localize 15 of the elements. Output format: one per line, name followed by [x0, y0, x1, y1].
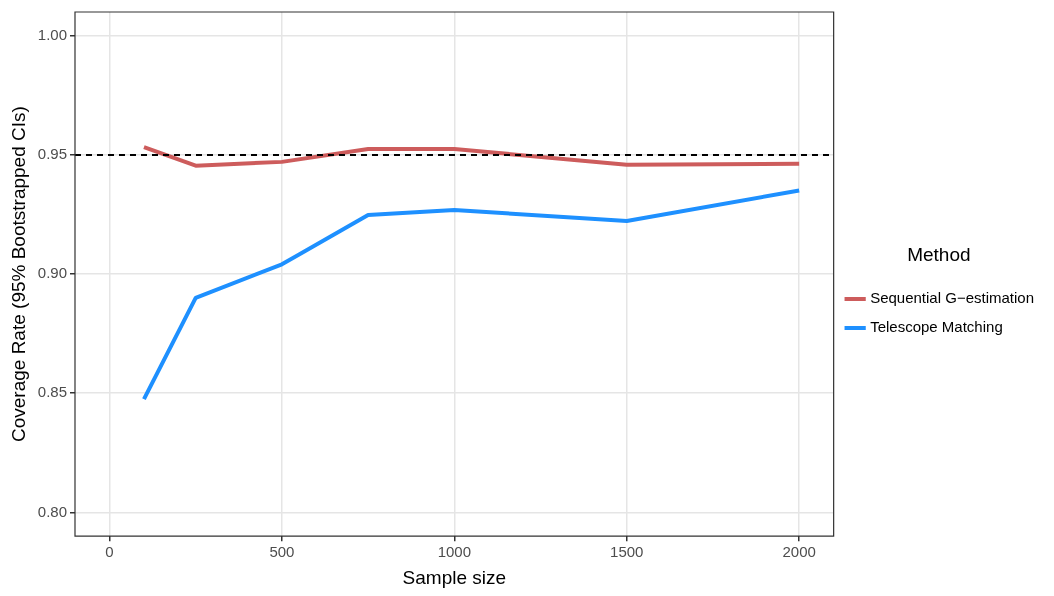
x-tick-label: 500 — [269, 543, 295, 561]
x-tick-label: 1000 — [437, 543, 472, 561]
y-tick-label: 0.85 — [37, 383, 67, 401]
y-tick-label: 0.80 — [37, 502, 67, 520]
x-tick-label: 0 — [105, 543, 114, 561]
y-tick-label: 0.90 — [37, 264, 67, 282]
legend-title: Method — [907, 244, 971, 266]
y-tick-label: 0.95 — [37, 145, 67, 163]
y-axis-title: Coverage Rate (95% Bootstrapped CIs) — [7, 106, 29, 443]
x-axis-title: Sample size — [402, 566, 507, 588]
legend-label: Telescope Matching — [870, 318, 1003, 336]
x-tick-label: 2000 — [782, 543, 816, 561]
x-tick-label: 1500 — [610, 543, 644, 561]
legend-label: Sequential G−estimation — [870, 289, 1035, 307]
y-tick-label: 1.00 — [37, 25, 67, 43]
